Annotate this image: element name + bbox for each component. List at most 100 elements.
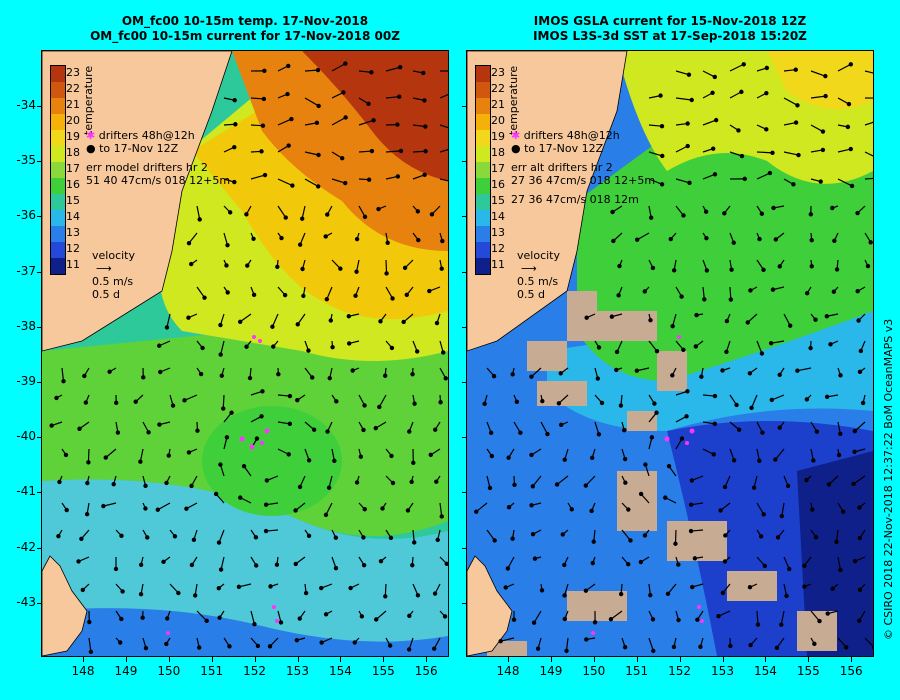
arrow-head	[158, 369, 163, 375]
arrow-head	[614, 367, 619, 373]
arrow-head	[343, 115, 348, 120]
arrow-head	[423, 124, 428, 129]
current-arrow	[864, 151, 873, 157]
arrow-head	[830, 205, 835, 211]
arrow-head	[354, 480, 360, 485]
current-arrow	[250, 610, 256, 625]
latitude-label: -35	[16, 153, 36, 168]
arrow-head	[397, 94, 402, 99]
current-arrow	[166, 313, 171, 328]
arrow-head	[791, 182, 796, 187]
arrow-head	[535, 646, 541, 651]
copyright-text: © CSIRO 2018 22-Nov-2018 12:37:22 BoM Oc…	[882, 318, 895, 640]
legend-drifters: drifters 48h@12h	[523, 129, 620, 142]
arrow-head	[433, 427, 438, 432]
current-arrow	[751, 394, 758, 409]
arrow-head	[688, 528, 694, 534]
arrow-head	[529, 374, 534, 379]
current-arrow	[325, 502, 333, 516]
current-arrow	[585, 475, 596, 486]
arrow-head	[204, 618, 209, 624]
observed-sst-map[interactable]: 23 22 21 20 19 18 17 16 15 14 13 12 11 temperature ✱…	[466, 50, 874, 657]
arrow-head	[390, 480, 396, 486]
arrow-head	[219, 373, 224, 378]
current-arrow	[621, 529, 631, 541]
arrow-head	[366, 177, 372, 182]
left-title-line2: OM_fc00 10-15m current for 17-Nov-2018 0…	[90, 29, 400, 43]
colorbar-label: 23	[66, 66, 80, 79]
latitude-tick	[37, 271, 41, 273]
arrow-head	[77, 426, 82, 431]
current-arrow	[837, 178, 853, 187]
current-arrow	[702, 70, 716, 78]
colorbar-label: 15	[491, 194, 505, 207]
arrow-head	[63, 452, 69, 458]
arrow-head	[232, 98, 237, 103]
longitude-tick	[765, 657, 767, 662]
arrow-head	[809, 264, 814, 269]
arrow-head	[161, 559, 166, 564]
velocity-label: velocity	[92, 249, 135, 262]
longitude-label: 150	[157, 664, 181, 678]
arrow-head	[232, 179, 237, 185]
arrow-head	[76, 559, 81, 564]
arrow-head	[143, 645, 149, 651]
arrow-head	[186, 315, 191, 320]
arrow-head	[348, 585, 353, 591]
current-arrow	[756, 151, 773, 154]
current-arrow	[610, 610, 623, 620]
arrow-head	[260, 389, 265, 394]
arrow-head	[299, 216, 305, 221]
colorbar-swatch	[51, 66, 65, 82]
arrow-head	[785, 483, 791, 489]
arrow-head	[492, 538, 497, 543]
arrow-head	[412, 401, 417, 406]
arrow-head	[820, 129, 826, 134]
current-arrow	[797, 367, 812, 372]
longitude-tick	[851, 657, 853, 662]
arrow-head	[319, 640, 324, 645]
arrow-head	[506, 455, 511, 460]
latitude-tick	[462, 271, 466, 273]
arrow-head	[145, 535, 150, 540]
arrow-head	[141, 375, 146, 380]
current-arrow	[222, 394, 225, 409]
current-arrow	[756, 502, 765, 515]
velocity-label: velocity	[517, 249, 560, 262]
latitude-tick	[462, 161, 466, 163]
arrow-head	[87, 619, 92, 625]
arrow-head	[711, 452, 716, 457]
arrow-head	[704, 235, 709, 241]
current-arrow	[326, 286, 333, 300]
arrow-head	[195, 428, 200, 433]
arrow-head	[506, 504, 512, 510]
arrow-head	[166, 453, 171, 458]
arrow-head	[844, 645, 849, 650]
arrow-head	[787, 566, 792, 572]
arrow-head	[198, 371, 204, 377]
arrow-head	[796, 152, 801, 158]
arrow-head	[410, 372, 415, 377]
arrow-head	[728, 643, 733, 649]
colorbar-swatch	[476, 146, 490, 162]
arrow-head	[343, 180, 348, 186]
arrow-head	[340, 156, 345, 161]
arrow-head	[724, 318, 730, 324]
arrow-head	[583, 483, 588, 488]
arrow-head	[358, 454, 364, 459]
arrow-head	[666, 464, 672, 469]
arrow-head	[238, 495, 243, 500]
arrow-head	[155, 507, 160, 512]
model-temperature-map[interactable]: 23 22 21 20 19 18 17 16 15 14 13 12 11 temperature ✱…	[41, 50, 449, 657]
arrow-head	[530, 531, 536, 537]
arrow-head	[532, 556, 538, 561]
arrow-head	[297, 484, 303, 490]
arrow-head	[554, 482, 560, 487]
colorbar-swatch	[51, 178, 65, 194]
colorbar-title: temperature	[507, 65, 520, 135]
arrow-head	[376, 206, 381, 212]
arrow-head	[103, 455, 108, 460]
longitude-label: 151	[200, 664, 224, 678]
arrow-head	[225, 242, 230, 248]
arrow-head	[385, 240, 390, 245]
